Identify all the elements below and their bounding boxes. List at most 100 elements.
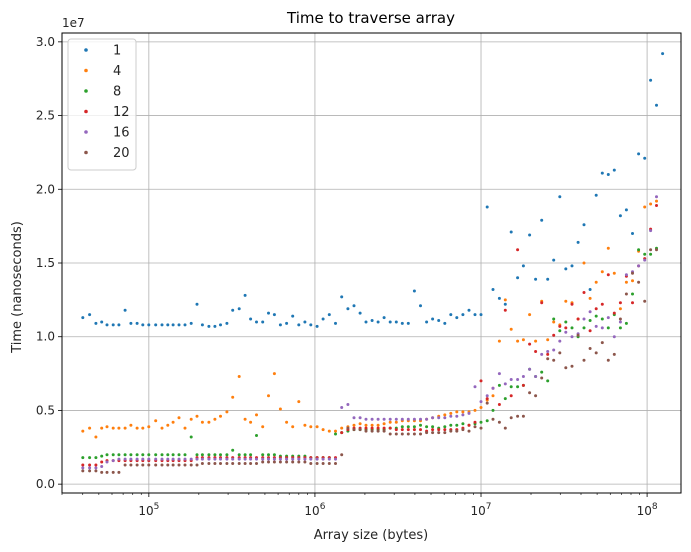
data-point — [100, 320, 104, 324]
data-point — [406, 432, 410, 436]
data-point — [123, 426, 127, 430]
data-point — [285, 457, 289, 461]
data-point — [516, 339, 520, 343]
data-point — [278, 460, 282, 464]
data-point — [346, 403, 350, 406]
data-point — [141, 457, 145, 461]
data-point — [643, 205, 647, 209]
data-point — [100, 470, 104, 474]
data-point — [111, 426, 115, 430]
data-point — [249, 453, 253, 457]
data-point — [141, 463, 145, 467]
data-point — [649, 202, 653, 206]
y-tick-label: 1.5 — [36, 256, 55, 270]
data-point — [272, 457, 276, 461]
data-point — [231, 395, 235, 399]
data-point — [516, 276, 520, 280]
data-point — [129, 463, 133, 467]
data-point — [183, 457, 187, 461]
data-point — [352, 304, 356, 308]
data-point — [631, 292, 634, 296]
data-point — [111, 453, 115, 457]
data-point — [516, 248, 520, 252]
data-point — [528, 342, 532, 346]
data-point — [655, 195, 658, 199]
legend: 1 4 8 12 16 20 — [67, 38, 137, 171]
data-point — [419, 423, 422, 427]
data-point — [213, 417, 217, 421]
data-point — [606, 273, 610, 277]
data-point — [243, 417, 247, 421]
data-point — [600, 326, 604, 330]
data-point — [624, 273, 628, 277]
data-point — [100, 426, 104, 430]
data-point — [352, 428, 356, 432]
data-point — [177, 416, 181, 420]
data-point — [315, 425, 319, 429]
data-point — [388, 417, 392, 421]
data-point — [540, 376, 544, 380]
data-point — [195, 457, 199, 461]
data-point — [552, 258, 556, 262]
data-point — [315, 324, 319, 328]
data-point — [437, 431, 441, 435]
data-point — [588, 310, 592, 314]
data-point — [582, 223, 586, 227]
data-point — [509, 378, 513, 381]
data-point — [594, 307, 598, 311]
data-point — [388, 426, 392, 430]
data-point — [564, 267, 568, 271]
data-point — [612, 335, 616, 339]
data-point — [255, 320, 258, 324]
data-point — [431, 425, 435, 429]
data-point — [352, 423, 356, 427]
data-point — [449, 411, 453, 415]
data-point — [213, 462, 217, 465]
data-point — [340, 431, 344, 435]
data-point — [237, 307, 241, 311]
data-point — [334, 462, 337, 465]
data-point — [582, 291, 586, 294]
data-point — [267, 457, 270, 461]
data-point — [171, 323, 175, 327]
data-point — [497, 420, 501, 424]
data-point — [147, 323, 151, 327]
data-point — [594, 280, 598, 284]
data-point — [207, 324, 211, 328]
data-point — [249, 317, 253, 321]
data-point — [546, 379, 550, 383]
data-point — [624, 208, 628, 212]
data-point — [81, 466, 85, 470]
data-point — [521, 383, 525, 387]
data-point — [200, 323, 204, 327]
data-point — [631, 279, 634, 283]
data-point — [370, 417, 374, 421]
x-tick-label: 106 — [304, 502, 325, 518]
data-point — [388, 432, 392, 436]
data-point — [594, 193, 598, 197]
data-point — [382, 426, 386, 430]
legend-marker — [84, 130, 88, 134]
data-point — [243, 457, 247, 461]
data-point — [207, 462, 211, 465]
series-4 — [81, 199, 658, 439]
data-point — [129, 453, 133, 457]
data-point — [479, 400, 483, 404]
data-point — [570, 335, 574, 339]
data-point — [497, 296, 501, 300]
data-point — [594, 324, 598, 328]
data-point — [618, 320, 622, 324]
data-point — [455, 316, 459, 320]
data-point — [558, 351, 562, 355]
data-point — [570, 364, 574, 368]
data-point — [546, 357, 550, 361]
data-point — [255, 434, 258, 437]
data-point — [309, 462, 313, 465]
data-point — [485, 419, 489, 423]
data-point — [340, 406, 344, 409]
data-point — [618, 214, 622, 218]
data-point — [606, 326, 610, 330]
data-point — [376, 426, 380, 430]
data-point — [485, 401, 489, 405]
data-point — [540, 301, 544, 305]
